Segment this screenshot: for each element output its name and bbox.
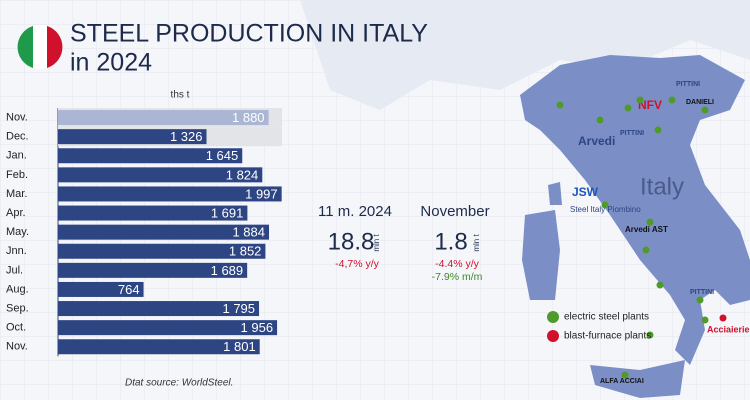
category-label: Feb.: [6, 169, 28, 181]
bar: [58, 301, 260, 317]
category-label: Dec.: [6, 131, 29, 143]
company-label: ALFA ACCIAI: [600, 378, 644, 385]
value-label: 1 824: [226, 167, 259, 182]
bar: [58, 281, 144, 297]
bar: [58, 129, 207, 145]
category-label: Apr.: [6, 207, 26, 219]
plant-dot: [646, 331, 654, 339]
stat-change: -7.9% m/m: [432, 271, 483, 283]
unit-label: ths t: [171, 90, 190, 101]
category-label: Jul.: [6, 264, 23, 276]
legend-dot: [547, 311, 559, 323]
corsica-shape: [548, 182, 562, 205]
map-land: [300, 0, 750, 110]
stat-unit: mln t: [472, 234, 481, 252]
stat-value: 1.8: [434, 228, 467, 255]
plant-dot: [636, 96, 644, 104]
bar: [58, 262, 248, 278]
value-label: 1 795: [222, 301, 255, 316]
company-label: Arvedi: [578, 134, 615, 148]
plant-dot: [719, 314, 727, 322]
bar: [58, 224, 270, 240]
category-label: Oct.: [6, 322, 26, 334]
sicily-shape: [590, 360, 685, 398]
source: Dtat source: WorldSteel.: [125, 378, 233, 389]
plant-dot: [701, 316, 709, 324]
legend-dot: [547, 330, 559, 342]
bar: [58, 205, 248, 221]
value-label: 764: [118, 282, 140, 297]
company-label: PITTINI: [620, 130, 644, 137]
company-label: Acciaierie d'Italia: [707, 324, 750, 334]
bar: [58, 320, 278, 336]
category-label: Nov.: [6, 111, 28, 123]
bar: [58, 339, 260, 355]
value-label: 1 801: [223, 339, 256, 354]
bar: [58, 186, 282, 202]
bar: [58, 148, 243, 164]
plant-dot: [701, 106, 709, 114]
category-label: Aug.: [6, 283, 29, 295]
value-label: 1 956: [241, 320, 274, 335]
plant-dot: [668, 96, 676, 104]
value-label: 1 689: [211, 263, 244, 278]
plant-dot: [596, 116, 604, 124]
company-label: NFV: [638, 98, 662, 112]
value-label: 1 880: [232, 110, 265, 125]
plant-dot: [656, 281, 664, 289]
plant-dot: [621, 371, 629, 379]
stat-period: 11 m. 2024: [318, 203, 392, 220]
stat-change: -4.4% y/y: [435, 258, 480, 270]
value-label: 1 645: [206, 148, 239, 163]
stat-period: November: [420, 203, 489, 220]
company-label: Arvedi AST: [625, 225, 668, 234]
category-label: Mar.: [6, 188, 27, 200]
company-label: JSW: [572, 185, 599, 199]
stat-unit: mln t: [372, 234, 381, 252]
company-label: Steel Italy Piombino: [570, 205, 641, 214]
plant-dot: [696, 296, 704, 304]
category-label: Nov.: [6, 341, 28, 353]
bar: [58, 110, 269, 126]
legend-label: blast-furnace plants: [564, 331, 651, 342]
sardinia-shape: [522, 210, 560, 300]
plant-dot: [556, 101, 564, 109]
company-label: DANIELI: [686, 99, 714, 106]
italy-shape: [520, 55, 750, 365]
title: in 2024: [70, 49, 152, 77]
value-label: 1 691: [211, 205, 244, 220]
bar: [58, 243, 266, 259]
company-label: PITTINI: [690, 289, 714, 296]
stat-value: 18.8: [328, 228, 375, 255]
category-label: Jan.: [6, 150, 27, 162]
stat-change: -4,7% y/y: [335, 258, 380, 270]
bar: [58, 167, 263, 183]
flag-red: [47, 26, 63, 68]
category-label: May.: [6, 226, 29, 238]
flag-green: [17, 26, 33, 68]
category-label: Jnn.: [6, 245, 27, 257]
category-label: Sep.: [6, 302, 29, 314]
value-label: 1 884: [232, 225, 265, 240]
plant-dot: [654, 126, 662, 134]
value-label: 1 326: [170, 129, 203, 144]
value-label: 1 852: [229, 244, 262, 259]
country-label: Italy: [640, 173, 684, 200]
value-label: 1 997: [245, 186, 278, 201]
plant-dot: [624, 104, 632, 112]
title: STEEL PRODUCTION IN ITALY: [70, 20, 428, 48]
plant-dot: [642, 246, 650, 254]
legend-label: electric steel plants: [564, 312, 649, 323]
plant-dot: [646, 218, 654, 226]
company-label: PITTINI: [676, 81, 700, 88]
plant-dot: [601, 201, 609, 209]
